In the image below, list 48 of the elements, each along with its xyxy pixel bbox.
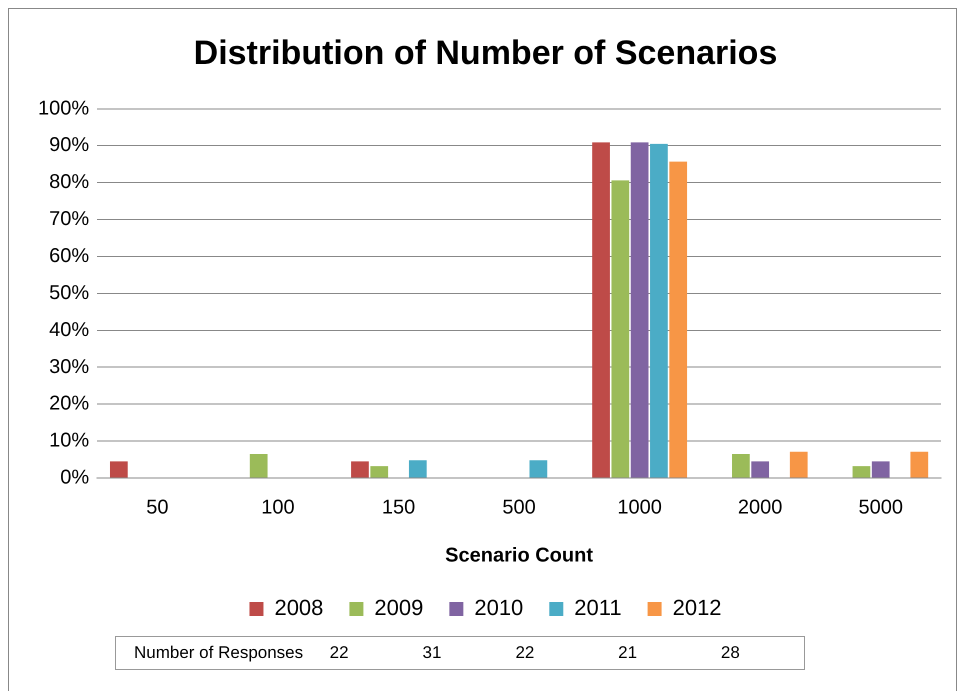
y-tick-label: 10% (49, 430, 90, 452)
y-tick-label: 30% (49, 356, 90, 378)
bar (408, 460, 427, 478)
bar (592, 142, 610, 478)
bar (611, 180, 630, 478)
y-tick-label: 20% (49, 392, 90, 415)
text: 31 (422, 643, 442, 663)
x-tick-label: 1000 (617, 496, 662, 519)
legend-label: 2008 (274, 595, 324, 620)
y-tick-label: 100% (38, 97, 90, 120)
bar (650, 144, 668, 478)
bar (732, 454, 750, 478)
bar (751, 461, 770, 478)
legend-label: 2011 (574, 595, 622, 620)
bar (669, 162, 688, 478)
bar (250, 454, 268, 478)
y-tick-label: 40% (49, 318, 90, 341)
legend-label: 2012 (672, 595, 722, 620)
bar (872, 461, 890, 478)
y-tick-label: 0% (60, 466, 90, 489)
bar (790, 452, 808, 478)
bar (910, 452, 928, 478)
y-tick-label: 80% (49, 171, 90, 194)
x-tick-label: 2000 (738, 496, 782, 519)
chart-title: Distribution of Number of Scenarios (194, 34, 778, 72)
x-axis-title: Scenario Count (445, 544, 594, 567)
bar (351, 461, 369, 478)
x-tick-label: 100 (261, 496, 295, 519)
bar (529, 460, 548, 478)
legend-label: 2010 (474, 595, 524, 620)
y-tick-label: 70% (49, 208, 90, 230)
x-tick-label: 500 (502, 496, 536, 519)
bar (110, 461, 128, 478)
text: 22 (515, 643, 536, 663)
bar (370, 466, 388, 478)
text: 22 (330, 643, 350, 663)
x-tick-label: 50 (146, 496, 169, 519)
bar (630, 142, 648, 478)
text: 28 (720, 643, 741, 663)
x-tick-label: 150 (382, 496, 416, 519)
text: Number of Responses (133, 643, 304, 663)
y-tick-label: 50% (49, 282, 90, 304)
text: 21 (618, 643, 638, 663)
x-tick-label: 5000 (858, 496, 903, 519)
legend-label: 2009 (374, 595, 424, 620)
y-tick-label: 90% (49, 134, 90, 156)
bar (852, 466, 870, 478)
y-tick-label: 60% (49, 244, 90, 267)
